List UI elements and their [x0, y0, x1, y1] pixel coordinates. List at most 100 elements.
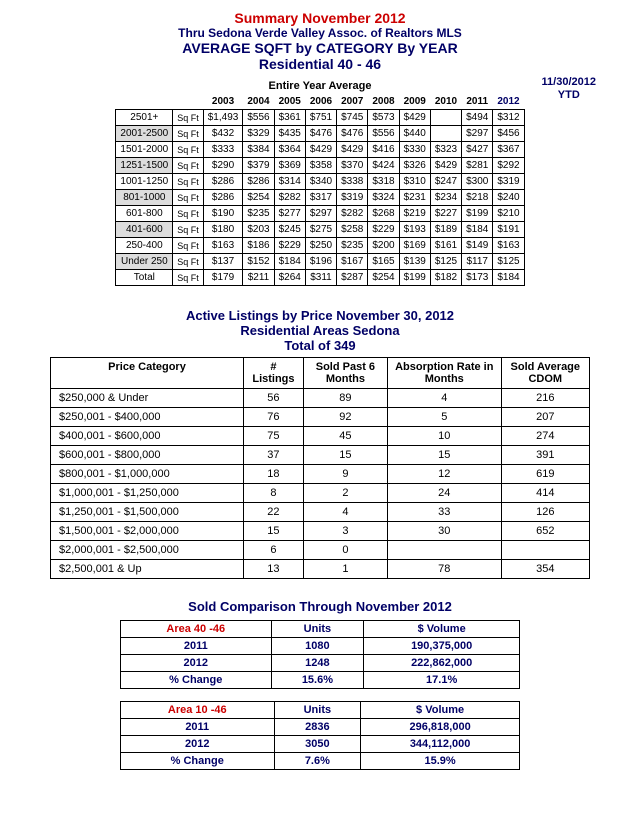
- value-cell: $117: [462, 254, 493, 270]
- listings-cell: 216: [501, 389, 589, 408]
- listings-cell: $250,001 - $400,000: [51, 408, 244, 427]
- comp-cell: 15.9%: [361, 753, 520, 770]
- value-cell: $247: [430, 174, 461, 190]
- value-cell: $323: [430, 142, 461, 158]
- comp-cell: 222,862,000: [364, 655, 520, 672]
- value-cell: $556: [243, 110, 274, 126]
- value-cell: $173: [462, 270, 493, 286]
- value-cell: $369: [274, 158, 305, 174]
- listings-cell: $400,001 - $600,000: [51, 427, 244, 446]
- unit-cell: Sq Ft: [173, 206, 204, 222]
- unit-cell: Sq Ft: [173, 142, 204, 158]
- comp-cell: 7.6%: [274, 753, 361, 770]
- value-cell: $125: [430, 254, 461, 270]
- year-header: 2003: [203, 94, 243, 110]
- listings-cell: 9: [303, 465, 387, 484]
- comp-header: $ Volume: [364, 621, 520, 638]
- value-cell: $275: [305, 222, 336, 238]
- listings-cell: 56: [244, 389, 304, 408]
- listings-row: $250,001 - $400,00076925207: [51, 408, 590, 427]
- value-cell: $184: [274, 254, 305, 270]
- value-cell: $384: [243, 142, 274, 158]
- value-cell: $282: [274, 190, 305, 206]
- listings-cell: [501, 541, 589, 560]
- listings-cell: $2,000,001 - $2,500,000: [51, 541, 244, 560]
- listings-title-1: Active Listings by Price November 30, 20…: [0, 308, 640, 323]
- listings-row: $400,001 - $600,000754510274: [51, 427, 590, 446]
- listings-cell: 10: [387, 427, 501, 446]
- listings-cell: $800,001 - $1,000,000: [51, 465, 244, 484]
- sqft-row: 1251-1500Sq Ft$290$379$369$358$370$424$3…: [116, 158, 524, 174]
- year-header: 2011: [462, 94, 493, 110]
- listings-cell: 1: [303, 560, 387, 579]
- title-source: Thru Sedona Verde Valley Assoc. of Realt…: [0, 26, 640, 40]
- sqft-table: 2003200420052006200720082009201020112012…: [115, 94, 524, 286]
- category-cell: 1251-1500: [116, 158, 173, 174]
- listings-table: Price Category# ListingsSold Past 6 Mont…: [50, 357, 590, 579]
- year-header: 2004: [243, 94, 274, 110]
- area-label: Area 40 -46: [121, 621, 272, 638]
- unit-cell: Sq Ft: [173, 190, 204, 206]
- value-cell: $235: [243, 206, 274, 222]
- value-cell: $494: [462, 110, 493, 126]
- listings-cell: $1,250,001 - $1,500,000: [51, 503, 244, 522]
- comp-cell: 15.6%: [271, 672, 364, 689]
- listings-cell: $600,001 - $800,000: [51, 446, 244, 465]
- value-cell: $432: [203, 126, 243, 142]
- value-cell: $282: [337, 206, 368, 222]
- value-cell: $330: [399, 142, 430, 158]
- title-area: Residential 40 - 46: [0, 56, 640, 72]
- value-cell: $290: [203, 158, 243, 174]
- unit-cell: Sq Ft: [173, 174, 204, 190]
- value-cell: $149: [462, 238, 493, 254]
- value-cell: $318: [368, 174, 399, 190]
- listings-row: $1,500,001 - $2,000,00015330652: [51, 522, 590, 541]
- sqft-table-wrap: 11/30/2012 YTD Entire Year Average 20032…: [40, 80, 600, 286]
- value-cell: $310: [399, 174, 430, 190]
- listings-cell: 12: [387, 465, 501, 484]
- unit-cell: Sq Ft: [173, 110, 204, 126]
- listings-cell: 391: [501, 446, 589, 465]
- value-cell: $235: [337, 238, 368, 254]
- value-cell: $227: [430, 206, 461, 222]
- value-cell: $300: [462, 174, 493, 190]
- category-cell: 1001-1250: [116, 174, 173, 190]
- comparison-section: Sold Comparison Through November 2012 Ar…: [0, 599, 640, 770]
- listings-cell: 24: [387, 484, 501, 503]
- value-cell: $218: [462, 190, 493, 206]
- value-cell: $191: [493, 222, 524, 238]
- value-cell: $139: [399, 254, 430, 270]
- value-cell: $329: [243, 126, 274, 142]
- unit-cell: Sq Ft: [173, 126, 204, 142]
- unit-cell: Sq Ft: [173, 254, 204, 270]
- value-cell: $297: [305, 206, 336, 222]
- value-cell: $137: [203, 254, 243, 270]
- listings-title-3: Total of 349: [0, 338, 640, 353]
- category-cell: Total: [116, 270, 173, 286]
- year-header: 2007: [337, 94, 368, 110]
- value-cell: $427: [462, 142, 493, 158]
- value-cell: $319: [337, 190, 368, 206]
- value-cell: $751: [305, 110, 336, 126]
- value-cell: $416: [368, 142, 399, 158]
- comp-header: Units: [271, 621, 364, 638]
- value-cell: $358: [305, 158, 336, 174]
- value-cell: [430, 126, 461, 142]
- value-cell: $324: [368, 190, 399, 206]
- listings-cell: 22: [244, 503, 304, 522]
- comp-cell: 190,375,000: [364, 638, 520, 655]
- sqft-caption: Entire Year Average: [40, 80, 600, 92]
- title-summary: Summary November 2012: [0, 10, 640, 26]
- sqft-row: 2001-2500Sq Ft$432$329$435$476$476$556$4…: [116, 126, 524, 142]
- comp-cell: 2836: [274, 719, 361, 736]
- value-cell: $229: [368, 222, 399, 238]
- value-cell: $179: [203, 270, 243, 286]
- year-header: 2012: [493, 94, 524, 110]
- listings-title-2: Residential Areas Sedona: [0, 323, 640, 338]
- value-cell: $240: [493, 190, 524, 206]
- listings-header: Absorption Rate in Months: [387, 358, 501, 389]
- value-cell: $163: [493, 238, 524, 254]
- listings-cell: 33: [387, 503, 501, 522]
- value-cell: $379: [243, 158, 274, 174]
- value-cell: $254: [243, 190, 274, 206]
